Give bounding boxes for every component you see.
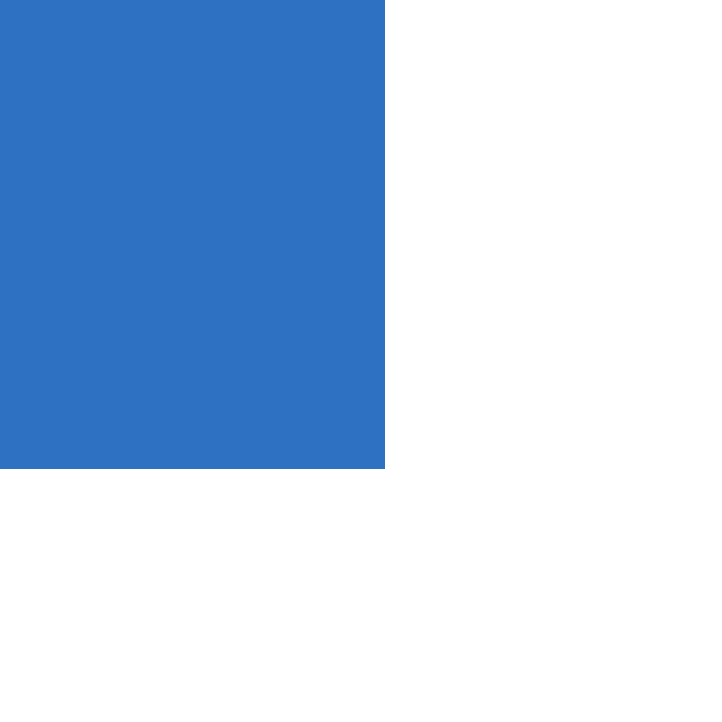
empty-region-right	[385, 0, 722, 722]
blue-panel	[0, 0, 385, 469]
empty-region-bottom	[0, 469, 385, 722]
